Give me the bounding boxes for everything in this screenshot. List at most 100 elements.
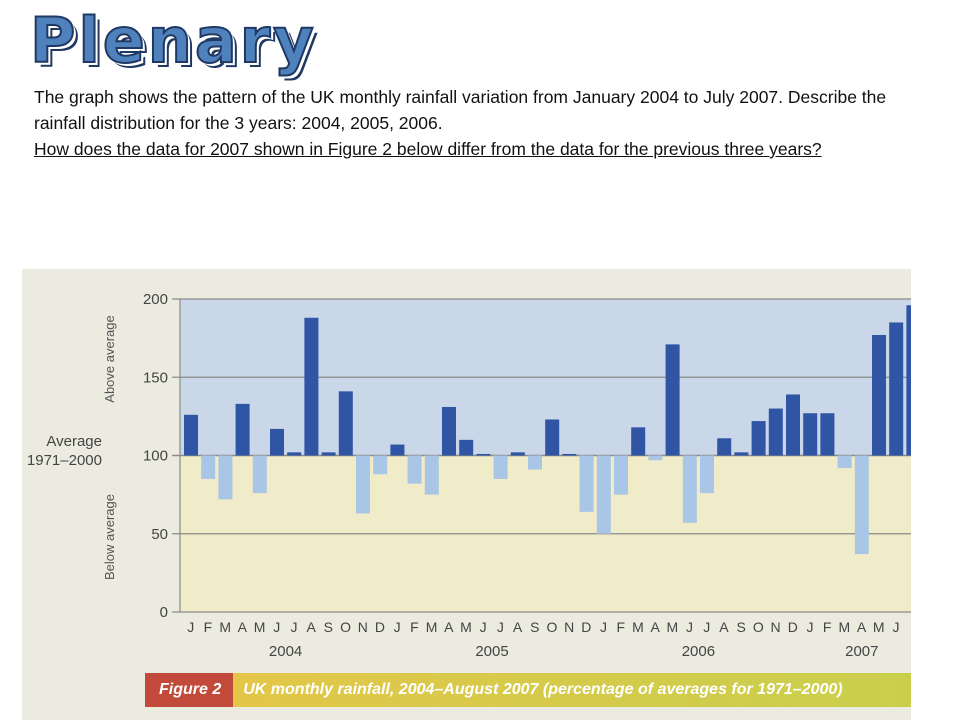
bar	[356, 455, 370, 514]
bar	[184, 414, 198, 456]
month-label: S	[324, 619, 334, 635]
month-label: M	[254, 619, 266, 635]
month-label: A	[719, 619, 729, 635]
page-title: Plenary	[29, 4, 317, 77]
month-label: J	[892, 619, 900, 635]
y-tick-label: 100	[143, 448, 168, 465]
title-area: Plenary	[29, 4, 317, 77]
bar	[889, 322, 904, 456]
bar	[442, 406, 456, 456]
month-label: A	[238, 619, 248, 635]
bar	[545, 419, 560, 456]
bar	[201, 455, 216, 479]
month-label: N	[358, 619, 369, 635]
month-label: D	[375, 619, 386, 635]
month-label: J	[290, 619, 298, 635]
bar	[631, 427, 646, 456]
y-label-below: Below average	[102, 494, 117, 580]
question-paragraph: How does the data for 2007 shown in Figu…	[34, 139, 822, 159]
month-label: F	[823, 619, 832, 635]
bar	[218, 455, 233, 500]
y-label-above: Above average	[102, 315, 117, 402]
bar	[528, 455, 542, 470]
bar	[786, 394, 800, 456]
description-paragraph: The graph shows the pattern of the UK mo…	[34, 87, 887, 133]
bar	[476, 453, 491, 456]
bars	[184, 305, 911, 555]
bar	[872, 334, 886, 456]
year-label: 2006	[682, 643, 715, 660]
month-label: M	[839, 619, 851, 635]
month-label: S	[530, 619, 540, 635]
month-label: O	[547, 619, 558, 635]
bar	[304, 317, 319, 456]
bar	[579, 455, 594, 512]
bar	[338, 391, 353, 456]
month-label: S	[736, 619, 746, 635]
bar	[270, 428, 284, 456]
bar	[837, 455, 852, 469]
description: The graph shows the pattern of the UK mo…	[34, 84, 934, 162]
bar	[648, 455, 663, 461]
month-label: F	[410, 619, 419, 635]
bar	[803, 413, 818, 456]
month-label: O	[753, 619, 764, 635]
bar	[321, 452, 336, 456]
month-label: J	[600, 619, 608, 635]
month-label: A	[650, 619, 660, 635]
month-label: J	[394, 619, 402, 635]
month-label: J	[187, 619, 195, 635]
bar	[390, 444, 405, 456]
bar	[665, 344, 680, 456]
bar	[235, 403, 250, 456]
month-label: N	[770, 619, 781, 635]
figure-caption: Figure 2 UK monthly rainfall, 2004–Augus…	[145, 673, 911, 707]
month-label: M	[460, 619, 472, 635]
bar	[373, 455, 388, 475]
month-label: M	[632, 619, 644, 635]
bar	[614, 455, 628, 495]
bar	[424, 455, 439, 495]
month-label: J	[686, 619, 694, 635]
year-label: 2004	[269, 643, 302, 660]
bar	[252, 455, 267, 494]
month-label: M	[667, 619, 679, 635]
y-tick-label: 150	[143, 369, 168, 386]
month-label: J	[480, 619, 488, 635]
month-label: D	[581, 619, 592, 635]
bar	[768, 408, 783, 456]
year-labels: 2004 2005 2006 2007	[269, 643, 879, 660]
bar	[407, 455, 422, 484]
month-label: A	[306, 619, 316, 635]
year-label: 2005	[475, 643, 508, 660]
average-label-line1: Average	[46, 433, 102, 450]
y-ticks: 0 50 100 150 200	[143, 291, 168, 621]
bar	[493, 455, 508, 479]
month-label: D	[788, 619, 799, 635]
bar	[287, 452, 302, 456]
month-label: J	[703, 619, 711, 635]
month-label: J	[497, 619, 505, 635]
month-label: M	[426, 619, 438, 635]
month-label: J	[273, 619, 281, 635]
caption-figure-label: Figure 2	[145, 673, 234, 707]
month-label: F	[204, 619, 213, 635]
year-label: 2007	[845, 643, 878, 660]
month-label: A	[857, 619, 867, 635]
month-label: A	[513, 619, 523, 635]
month-label: O	[340, 619, 351, 635]
bar	[734, 452, 749, 456]
month-label: N	[564, 619, 575, 635]
month-label: M	[219, 619, 231, 635]
month-label: F	[616, 619, 625, 635]
bar	[596, 455, 611, 534]
caption-text: UK monthly rainfall, 2004–August 2007 (p…	[243, 681, 843, 698]
bar	[717, 438, 732, 456]
month-label: M	[873, 619, 885, 635]
month-label: J	[806, 619, 814, 635]
y-tick-label: 200	[143, 291, 168, 308]
bar	[820, 413, 835, 456]
y-tick-label: 50	[151, 526, 168, 543]
